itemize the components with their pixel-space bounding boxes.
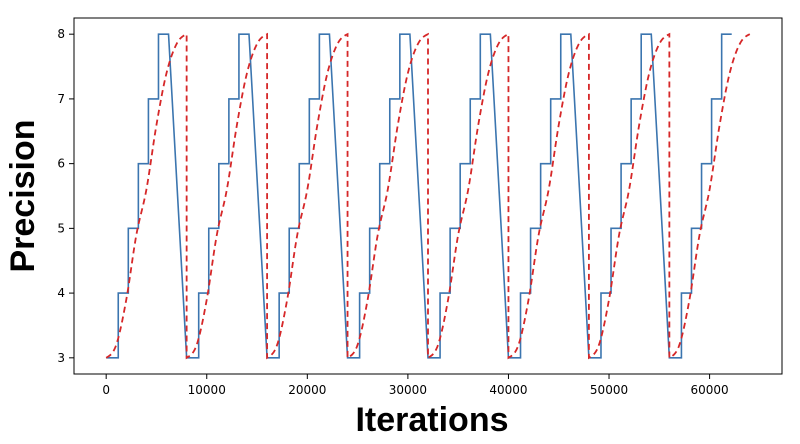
x-tick-label: 50000 [590, 383, 628, 397]
x-tick-label: 20000 [288, 383, 326, 397]
y-tick-label: 4 [57, 286, 65, 300]
y-axis-title: Precision [4, 119, 42, 272]
y-tick-label: 6 [57, 157, 65, 171]
y-tick-label: 5 [57, 221, 65, 235]
x-tick-label: 0 [102, 383, 110, 397]
plot-background [74, 18, 782, 374]
x-tick-label: 60000 [690, 383, 728, 397]
x-axis: 0 10000 20000 30000 40000 50000 60000 [102, 374, 729, 397]
y-tick-label: 7 [57, 92, 65, 106]
x-tick-label: 30000 [389, 383, 427, 397]
dashed-series-line [105, 32, 751, 360]
y-tick-label: 3 [57, 351, 65, 365]
x-tick-label: 10000 [188, 383, 226, 397]
series-layer [105, 32, 751, 360]
x-tick-label: 40000 [489, 383, 527, 397]
y-axis: 3 4 5 6 7 8 [57, 27, 74, 365]
plot-frame [73, 17, 783, 375]
y-tick-label: 8 [57, 27, 65, 41]
step-series-line [106, 33, 732, 359]
x-axis-title: Iterations [355, 401, 508, 439]
